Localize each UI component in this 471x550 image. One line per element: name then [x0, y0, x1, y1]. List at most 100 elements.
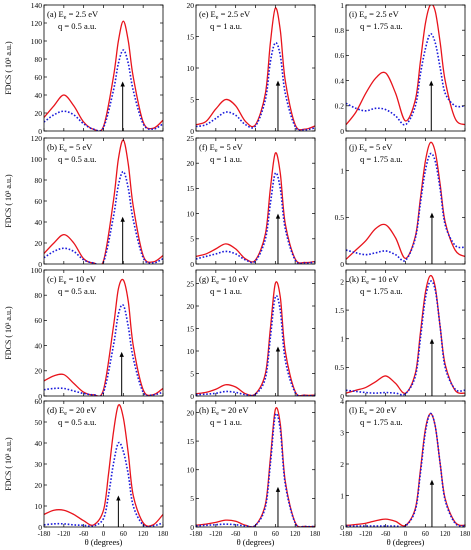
y-tick-label: 5	[190, 494, 194, 503]
panel-label: (k) Ee = 10 eV	[349, 274, 399, 286]
momentum-arrow-head	[120, 81, 125, 87]
panel-label: (f) Ee = 5 eV	[199, 142, 244, 154]
momentum-arrow-head	[275, 486, 281, 492]
y-tick-label: 40	[35, 91, 43, 100]
series-dotted-line	[44, 441, 163, 527]
momentum-arrow-head	[429, 338, 435, 344]
x-tick-label: 60	[120, 530, 128, 538]
y-tick-label: 15	[187, 324, 195, 333]
y-tick-label: 1	[340, 335, 344, 344]
y-tick-label: 0	[340, 523, 344, 532]
panel-sublabel: q = 1.75 a.u.	[360, 21, 403, 31]
series-solid-line	[196, 407, 315, 527]
y-tick-label: 10	[187, 466, 195, 475]
series-solid-line	[196, 7, 315, 131]
series-solid-line	[196, 281, 315, 396]
y-tick-label: 0	[340, 392, 344, 401]
y-tick-label: 60	[35, 197, 43, 206]
x-tick-label: -180	[340, 530, 353, 538]
panel-sublabel: q = 1.75 a.u.	[360, 286, 403, 296]
y-tick-label: 4	[340, 397, 344, 406]
y-tick-label: 0	[38, 260, 42, 269]
panel-label: (i) Ee = 2.5 eV	[349, 9, 400, 21]
panel-6: 0 20 40 60 80 100 (c) Ee = 10 eVq = 0.5 a.u.	[31, 266, 164, 401]
panel-3: 0 20 40 60 80 100 120 (b) Ee = 5 eVq = 0.5 a.u.	[31, 134, 164, 269]
y-tick-label: 80	[35, 176, 43, 185]
y-axis-label: FDCS ( 10³ a.u.)	[4, 174, 13, 228]
y-tick-label: 0	[190, 523, 194, 532]
x-tick-label: 180	[310, 530, 321, 538]
y-tick-label: 20	[187, 302, 195, 311]
y-tick-label: 10	[187, 209, 195, 218]
panel-label: (g) Ee = 10 eV	[199, 274, 249, 286]
x-tick-label: 120	[138, 530, 149, 538]
panel-sublabel: q = 0.5 a.u.	[58, 154, 96, 164]
y-tick-label: 5	[190, 95, 194, 104]
y-tick-label: 40	[35, 341, 43, 350]
x-tick-label: 180	[158, 530, 169, 538]
y-tick-label: 5	[190, 235, 194, 244]
panel-sublabel: q = 0.5 a.u.	[58, 21, 96, 31]
x-tick-label: -180	[38, 530, 51, 538]
y-tick-label: 15	[187, 437, 195, 446]
x-tick-label: 60	[272, 530, 280, 538]
y-tick-label: 20	[187, 408, 195, 417]
series-solid-line	[44, 139, 163, 264]
y-tick-label: 15	[187, 184, 195, 193]
momentum-arrow-head	[116, 495, 121, 501]
y-tick-label: 15	[187, 32, 195, 41]
series-dotted-line	[346, 280, 465, 396]
momentum-arrow-head	[429, 479, 435, 485]
y-tick-label: 60	[35, 73, 43, 82]
y-tick-label: 0	[38, 392, 42, 401]
y-tick-label: 1.5	[335, 306, 345, 315]
x-tick-label: -180	[190, 530, 203, 538]
y-tick-label: 0.5	[335, 213, 345, 222]
y-tick-label: 0.6	[335, 51, 345, 60]
series-dotted-line	[44, 303, 163, 396]
y-tick-label: 140	[31, 1, 43, 10]
x-tick-label: 180	[460, 530, 471, 538]
panel-sublabel: q = 1 a.u.	[210, 286, 242, 296]
y-tick-label: 5	[190, 369, 194, 378]
series-solid-line	[44, 404, 163, 527]
y-tick-label: 20	[35, 367, 43, 376]
y-tick-label: 40	[35, 218, 43, 227]
y-tick-label: 100	[31, 266, 43, 275]
y-tick-label: 50	[35, 418, 43, 427]
panel-label: (a) Ee = 2.5 eV	[47, 9, 99, 21]
momentum-arrow-head	[429, 212, 435, 218]
momentum-arrow-head	[275, 213, 281, 219]
x-tick-label: 0	[254, 530, 258, 538]
y-tick-label: 100	[31, 37, 43, 46]
y-tick-label: 0	[190, 392, 194, 401]
y-tick-label: 2	[340, 277, 344, 286]
y-tick-label: 0	[340, 260, 344, 269]
panel-sublabel: q = 0.5 a.u.	[58, 417, 96, 427]
panel-4: 0 5 10 15 20 25 (f) Ee = 5 eVq = 1 a.u.	[187, 134, 316, 269]
momentum-arrow-head	[429, 80, 434, 86]
series-dotted-line	[346, 412, 465, 527]
x-tick-label: -120	[209, 530, 222, 538]
y-tick-label: 0	[38, 127, 42, 136]
panel-9: 0 10 20 30 40 50 60 -180 -120 -60 0 60 120 180 (d) Ee …	[35, 397, 169, 538]
panel-label: (j) Ee = 5 eV	[349, 142, 393, 154]
y-tick-label: 0	[38, 523, 42, 532]
panel-0: 0 20 40 60 80 100 120 140 (a) Ee = 2.5 eVq = 0.5…	[31, 1, 164, 136]
series-solid-line	[346, 141, 465, 260]
panel-label: (l) Ee = 20 eV	[349, 405, 397, 417]
y-tick-label: 20	[187, 1, 195, 10]
panel-label: (h) Ee = 20 eV	[199, 405, 249, 417]
y-tick-label: 3	[340, 428, 344, 437]
series-solid-line	[346, 5, 465, 126]
y-tick-label: 120	[31, 134, 43, 143]
y-tick-label: 20	[187, 159, 195, 168]
y-tick-label: 0	[190, 127, 194, 136]
x-axis-label: θ (degrees)	[387, 537, 425, 547]
series-solid-line	[44, 20, 163, 131]
x-tick-label: 120	[290, 530, 301, 538]
series-dotted-line	[346, 152, 465, 262]
y-tick-label: 80	[35, 55, 43, 64]
y-tick-label: 25	[187, 279, 195, 288]
x-tick-label: -120	[359, 530, 372, 538]
